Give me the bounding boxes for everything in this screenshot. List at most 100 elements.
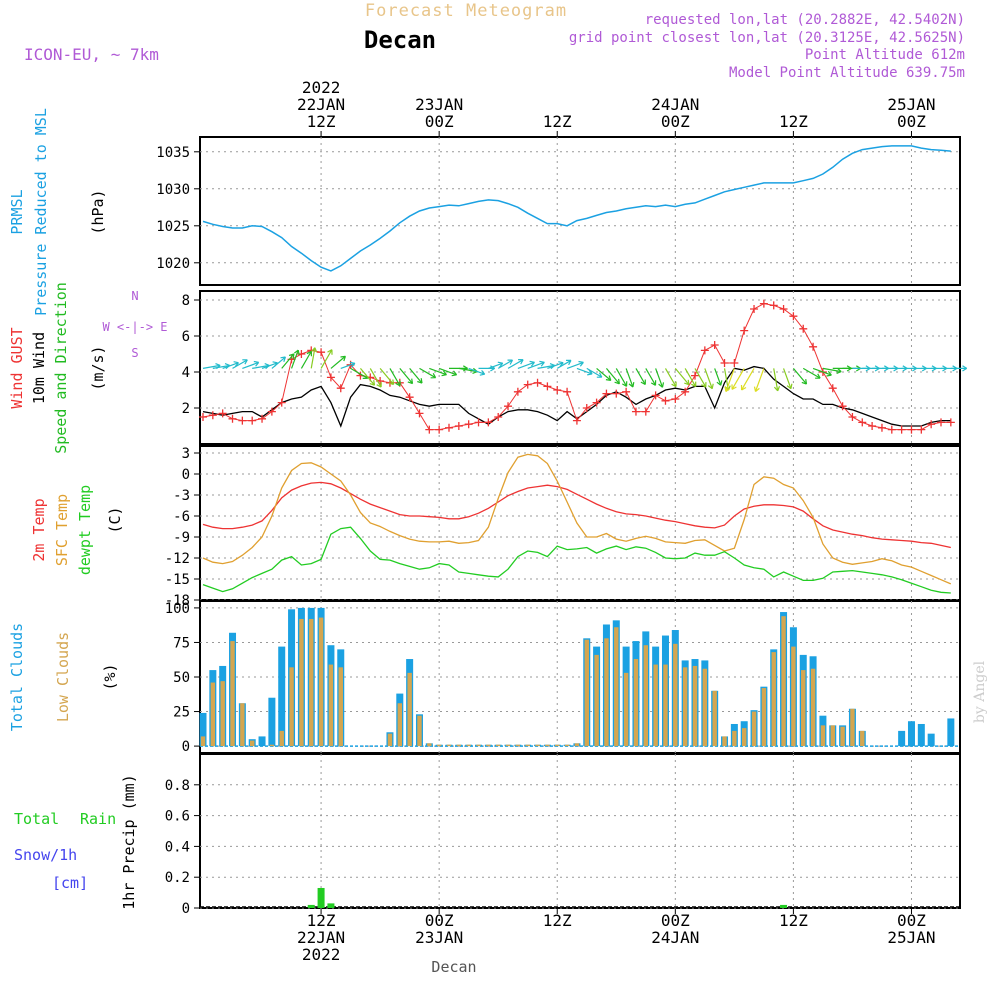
low-clouds-bar [407,672,412,747]
low-clouds-bar [810,668,816,747]
y-tick-label: 50 [173,670,190,686]
y-tick-label: 4 [182,365,190,381]
wind-arrow-head [430,373,437,379]
y-tick-label: 0.8 [165,778,190,794]
wind-direction-arrow [674,368,690,386]
gust-marker [218,409,227,418]
gust-marker [326,373,335,382]
gust-marker [277,398,286,407]
low-clouds-bar [328,664,334,747]
low-clouds-bar [732,730,737,747]
low-clouds-bar [692,665,698,747]
wind-direction-arrow [261,362,278,369]
wind-arrow-head [731,384,737,390]
wind-direction-arrow [596,367,612,381]
wind-direction-arrow [586,367,603,378]
requested-point: requested lon,lat (20.2882E, 42.5402N) [645,12,965,28]
wind-direction-arrow [468,367,485,375]
wind-arrow-head [614,378,620,385]
grid-point: grid point closest lon,lat (20.3125E, 42… [569,30,965,46]
gust-marker [425,425,434,434]
total-clouds-bar [917,723,925,747]
low-clouds-bar [820,725,826,747]
low-clouds-bar [742,728,747,747]
gust-marker [809,342,818,351]
low-clouds-bar [722,736,727,747]
time-axis-label: 2022 [302,78,341,97]
wind-direction-arrow [222,362,239,369]
low-clouds-bar [682,667,688,747]
low-clouds-bar [476,744,481,747]
gust-marker [779,305,788,313]
total-clouds-bar [268,697,276,747]
time-axis-label: 12Z [543,112,572,131]
low-clouds-bar [269,744,275,747]
low-clouds-bar [289,667,294,747]
y-tick-label: 100 [165,601,190,617]
temp-2m-line [202,481,951,549]
gust-marker [572,416,581,425]
precip-legend-snow: Snow/1h [14,846,77,864]
wind-direction-arrow [576,367,593,375]
clouds-label-low: Low Clouds [54,632,72,722]
gust-marker [789,312,798,321]
low-clouds-bar [771,652,776,747]
gust-marker [730,359,739,367]
y-tick-label: 0.2 [165,870,190,886]
footer-location: Decan [431,958,476,976]
gust-marker [641,407,650,416]
gust-marker [907,425,916,434]
wind-direction-arrow [202,364,221,369]
y-tick-label: 0 [182,901,190,917]
wind-arrow-head [684,379,690,386]
gust-marker [877,423,886,432]
gust-marker [494,413,503,421]
wind-direction-arrow [310,347,316,369]
time-axis-label: 00Z [897,911,926,930]
wind-direction-arrow [625,368,634,388]
wind-direction-arrow [281,353,295,369]
wind-direction-arrow [359,368,375,386]
wind-direction-arrow [252,364,270,369]
wind-arrow-head [451,370,458,377]
gust-marker [681,387,690,396]
gust-marker [582,404,591,412]
low-clouds-bar [299,618,304,747]
gust-marker [700,346,709,355]
wind-arrow-head [826,370,832,377]
wind-arrow-head [388,379,395,386]
gust-marker [228,414,237,423]
low-clouds-bar [200,736,206,747]
wind-arrow-head [640,379,646,386]
low-clouds-bar [436,744,442,747]
y-tick-label: 6 [182,329,190,345]
wind-arrow-head [724,386,731,392]
wind-direction-arrow [290,349,299,369]
wind-direction-arrow [389,368,401,387]
wind-direction-arrow [547,362,564,369]
wind-arrow-head [311,347,318,353]
temp-label-sfc: SFC Temp [53,494,71,566]
gust-marker [769,301,778,310]
wind-arrow-head [327,349,333,355]
gust-marker [868,422,877,430]
wind-direction-arrow [429,367,447,376]
y-tick-label: 0.6 [165,809,190,825]
time-axis-label: 2022 [302,945,341,964]
low-clouds-bar [505,744,511,747]
wind-arrow-head [507,359,514,365]
pressure-frame [199,136,961,286]
gust-marker [858,418,867,427]
low-clouds-bar [614,627,619,747]
wind-direction-arrow [635,368,646,385]
low-clouds-bar [623,672,629,747]
low-clouds-bar [801,670,806,747]
gust-marker [897,425,906,434]
rain-bar [780,904,788,908]
time-axis-label: 00Z [425,911,454,930]
low-clouds-bar [525,744,530,747]
gust-marker [238,416,247,425]
panel-axis-labels: PRMSL Pressure Reduced to MSL (hPa) Wind GU… [8,108,168,910]
rain-bar [307,904,315,908]
low-clouds-bar [712,690,717,747]
